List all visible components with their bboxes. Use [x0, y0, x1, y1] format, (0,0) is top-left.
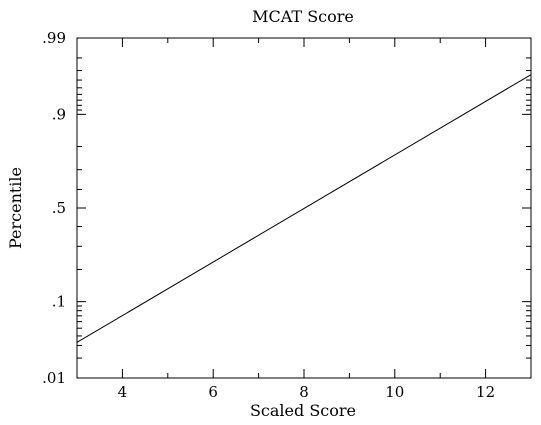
y-tick-label: .9: [52, 105, 66, 123]
series-group: [76, 74, 532, 343]
chart-title: MCAT Score: [252, 7, 354, 26]
x-tick-label: 10: [385, 383, 404, 401]
y-tick-label: .1: [52, 293, 66, 311]
y-tick-label: .99: [42, 29, 66, 47]
x-tick-label: 6: [208, 383, 218, 401]
x-tick-label: 4: [118, 383, 128, 401]
series-line: [76, 74, 532, 343]
x-tick-label: 8: [299, 383, 309, 401]
x-axis-label: Scaled Score: [250, 401, 356, 420]
y-axis-ticks: .01 .1 .5 .9 .99: [42, 29, 531, 387]
x-axis-ticks: 4 6 8 10 12: [76, 38, 532, 401]
y-tick-label: .01: [42, 369, 66, 387]
y-tick-label: .5: [52, 199, 66, 217]
x-tick-label: 12: [476, 383, 495, 401]
y-axis-label: Percentile: [6, 167, 25, 249]
